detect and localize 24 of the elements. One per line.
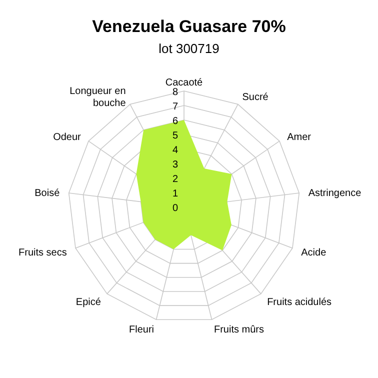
spoke-label: Fruits secs	[18, 247, 67, 258]
spoke-label: Boisé	[34, 188, 60, 199]
spoke-label: Sucré	[242, 92, 269, 104]
y-tick-label: 1	[172, 188, 178, 200]
y-tick-label: 6	[172, 116, 178, 127]
spoke-label: Acide	[301, 247, 327, 258]
spoke-label: Epicé	[76, 296, 102, 308]
y-tick-label: 5	[172, 130, 178, 142]
spoke-label: Astringence	[308, 188, 362, 199]
y-tick-label: 2	[172, 174, 178, 185]
chart-title: Venezuela Guasare 70%	[92, 17, 286, 36]
y-tick-label: 0	[172, 203, 178, 214]
y-tick-label: 3	[172, 160, 178, 170]
spoke-label: Fruits acidulés	[267, 296, 332, 308]
spoke-label: Fruits mûrs	[214, 324, 264, 336]
spoke-label: Fleuri	[129, 324, 154, 336]
y-tick-label: 4	[172, 145, 178, 156]
y-tick-label: 7	[172, 102, 178, 112]
spoke-label: Odeur	[53, 132, 82, 143]
spoke-label: Longueur en bouche	[70, 86, 126, 110]
spoke-label: Cacaoté	[165, 78, 204, 89]
spoke-label: Amer	[287, 132, 312, 143]
chart-subtitle: lot 300719	[158, 41, 220, 56]
y-tick-label: 8	[172, 87, 178, 98]
